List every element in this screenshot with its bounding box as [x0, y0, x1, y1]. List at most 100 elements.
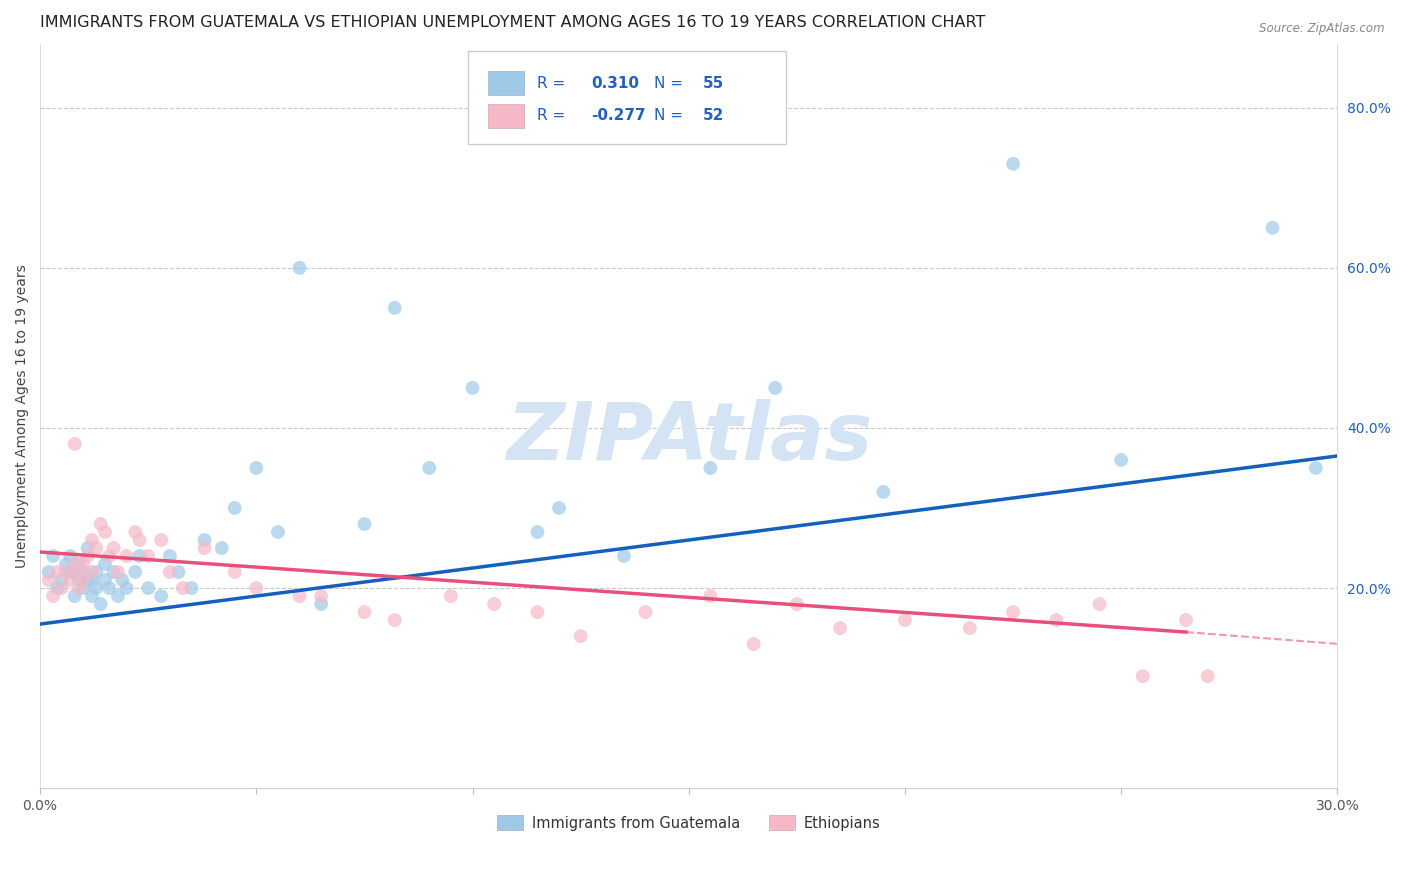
Text: -0.277: -0.277 — [592, 109, 647, 123]
Point — [288, 589, 311, 603]
Point — [76, 573, 98, 587]
Point — [245, 581, 267, 595]
Point — [763, 381, 786, 395]
Point — [526, 605, 548, 619]
Point — [124, 524, 146, 539]
Point — [67, 557, 90, 571]
Point — [440, 589, 463, 603]
Point — [80, 565, 103, 579]
FancyBboxPatch shape — [488, 104, 524, 128]
Point — [548, 500, 571, 515]
Point — [55, 565, 77, 579]
Point — [103, 541, 125, 555]
Point — [1002, 605, 1025, 619]
Point — [224, 500, 246, 515]
Text: 0.310: 0.310 — [592, 76, 640, 91]
FancyBboxPatch shape — [488, 71, 524, 95]
Point — [461, 381, 484, 395]
Point — [384, 301, 406, 315]
Point — [46, 581, 69, 595]
Point — [1261, 220, 1284, 235]
Point — [1132, 669, 1154, 683]
Point — [1045, 613, 1067, 627]
Point — [418, 461, 440, 475]
Point — [309, 589, 332, 603]
Point — [288, 260, 311, 275]
Point — [699, 461, 721, 475]
Point — [94, 524, 117, 539]
Point — [72, 573, 94, 587]
Point — [180, 581, 202, 595]
Point — [63, 557, 86, 571]
Point — [786, 597, 808, 611]
Point — [150, 533, 173, 547]
Point — [353, 605, 375, 619]
Point — [482, 597, 505, 611]
Point — [384, 613, 406, 627]
Point — [267, 524, 290, 539]
Point — [128, 549, 150, 563]
FancyBboxPatch shape — [468, 51, 786, 145]
Point — [1002, 157, 1025, 171]
Point — [98, 581, 121, 595]
Text: N =: N = — [654, 109, 688, 123]
Point — [107, 589, 129, 603]
Point — [86, 581, 108, 595]
Point — [76, 541, 98, 555]
Point — [569, 629, 592, 643]
Point — [72, 581, 94, 595]
Point — [159, 549, 181, 563]
Text: N =: N = — [654, 76, 688, 91]
Point — [211, 541, 233, 555]
Point — [172, 581, 194, 595]
Point — [86, 541, 108, 555]
Point — [55, 557, 77, 571]
Text: IMMIGRANTS FROM GUATEMALA VS ETHIOPIAN UNEMPLOYMENT AMONG AGES 16 TO 19 YEARS CO: IMMIGRANTS FROM GUATEMALA VS ETHIOPIAN U… — [41, 15, 986, 30]
Point — [51, 581, 73, 595]
Text: 52: 52 — [703, 109, 724, 123]
Text: R =: R = — [537, 109, 569, 123]
Point — [193, 533, 215, 547]
Point — [309, 597, 332, 611]
Point — [103, 565, 125, 579]
Point — [90, 516, 112, 531]
Point — [98, 549, 121, 563]
Point — [742, 637, 765, 651]
Point — [42, 589, 65, 603]
Point — [167, 565, 190, 579]
Point — [353, 516, 375, 531]
Text: ZIPAtlas: ZIPAtlas — [506, 400, 872, 477]
Point — [86, 565, 108, 579]
Point — [80, 533, 103, 547]
Point — [894, 613, 917, 627]
Point — [1305, 461, 1327, 475]
Point — [72, 565, 94, 579]
Point — [76, 549, 98, 563]
Point — [150, 589, 173, 603]
Point — [94, 573, 117, 587]
Point — [1088, 597, 1111, 611]
Point — [63, 437, 86, 451]
Text: Source: ZipAtlas.com: Source: ZipAtlas.com — [1260, 22, 1385, 36]
Point — [90, 597, 112, 611]
Point — [959, 621, 981, 635]
Text: 55: 55 — [703, 76, 724, 91]
Point — [830, 621, 852, 635]
Point — [224, 565, 246, 579]
Point — [124, 565, 146, 579]
Point — [136, 581, 159, 595]
Point — [613, 549, 636, 563]
Point — [634, 605, 657, 619]
Point — [526, 524, 548, 539]
Point — [59, 549, 82, 563]
Point — [59, 573, 82, 587]
Point — [872, 485, 894, 500]
Point — [115, 581, 138, 595]
Point — [128, 533, 150, 547]
Point — [63, 565, 86, 579]
Point — [42, 549, 65, 563]
Legend: Immigrants from Guatemala, Ethiopians: Immigrants from Guatemala, Ethiopians — [491, 810, 887, 837]
Point — [59, 565, 82, 579]
Point — [80, 589, 103, 603]
Point — [1197, 669, 1219, 683]
